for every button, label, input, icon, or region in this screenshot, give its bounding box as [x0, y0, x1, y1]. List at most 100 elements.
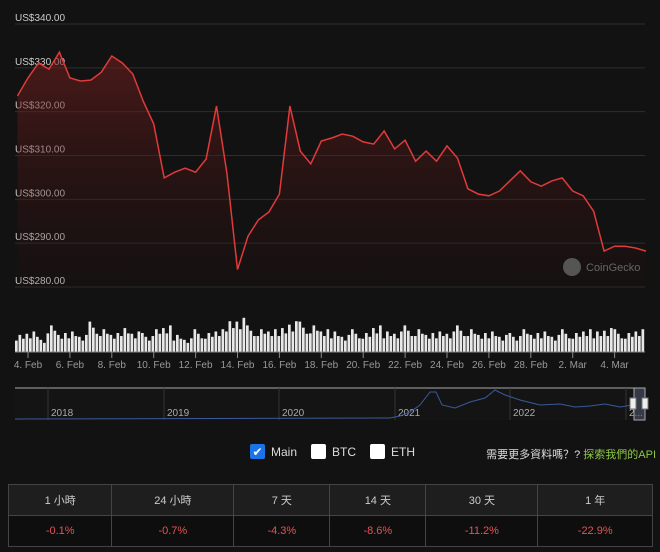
- volume-bar: [302, 327, 305, 352]
- volume-bar: [372, 328, 375, 352]
- volume-bar: [36, 336, 39, 352]
- volume-bar: [344, 340, 347, 352]
- volume-bar: [50, 325, 53, 352]
- x-tick-label: 22. Feb: [388, 360, 422, 371]
- volume-bar: [323, 336, 326, 352]
- volume-bar: [389, 336, 393, 352]
- volume-bar: [106, 333, 109, 352]
- volume-bar: [620, 338, 624, 352]
- x-tick-label: 8. Feb: [98, 360, 127, 371]
- volume-bar: [470, 329, 473, 352]
- volume-bar: [361, 338, 365, 352]
- volume-bar: [354, 333, 358, 352]
- header-1y: 1 年: [537, 484, 653, 516]
- eth-checkbox[interactable]: ETH: [370, 444, 415, 459]
- btc-label: BTC: [332, 444, 357, 459]
- volume-bar: [326, 329, 330, 352]
- volume-bar: [218, 336, 221, 352]
- volume-bar: [172, 340, 176, 352]
- api-prompt: 需要更多資料嗎？?: [486, 449, 581, 461]
- volume-bar: [64, 333, 67, 352]
- volume-bar: [515, 340, 519, 352]
- volume-bar: [592, 338, 596, 352]
- volume-bar: [162, 328, 165, 352]
- header-1h: 1 小時: [7, 484, 113, 516]
- volume-bar: [505, 334, 508, 352]
- volume-bar: [134, 338, 137, 352]
- volume-bar: [186, 342, 190, 352]
- change-24h: -0.7%: [111, 515, 235, 547]
- api-link[interactable]: 探索我們的API: [583, 449, 656, 461]
- volume-bar: [382, 338, 386, 352]
- volume-bar: [316, 330, 319, 352]
- volume-bar: [319, 331, 323, 352]
- volume-bar: [543, 331, 547, 352]
- volume-bar: [610, 328, 613, 352]
- volume-bar: [71, 331, 74, 352]
- x-tick-label: 2. Mar: [559, 360, 588, 371]
- volume-bar: [274, 329, 277, 352]
- volume-bar: [85, 334, 88, 352]
- navigator-year-label: 2021: [398, 408, 421, 419]
- btc-checkbox[interactable]: BTC: [311, 444, 356, 459]
- volume-bar: [207, 333, 211, 352]
- main-label: Main: [271, 444, 298, 459]
- volume-bar: [74, 336, 78, 352]
- x-tick-label: 12. Feb: [179, 360, 213, 371]
- volume-bar: [631, 336, 634, 352]
- volume-bar: [113, 338, 116, 352]
- volume-bar: [214, 331, 218, 352]
- volume-bar: [25, 333, 29, 352]
- coingecko-watermark: CoinGecko: [563, 258, 640, 276]
- volume-bar: [256, 336, 260, 352]
- volume-bar: [557, 334, 561, 352]
- volume-bar: [43, 342, 46, 352]
- volume-bar: [204, 338, 207, 352]
- volume-bar: [445, 333, 449, 352]
- volume-bar: [46, 333, 50, 352]
- volume-bar: [375, 333, 379, 352]
- volume-bar: [379, 325, 382, 352]
- change-30d: -11.2%: [425, 515, 539, 547]
- change-7d: -4.3%: [233, 515, 331, 547]
- volume-bar: [564, 333, 568, 352]
- volume-bar: [193, 329, 197, 352]
- volume-bar: [81, 340, 85, 352]
- volume-bar: [330, 338, 333, 352]
- volume-bar: [554, 340, 557, 352]
- navigator-year-label: 2019: [167, 408, 190, 419]
- volume-bar: [158, 333, 162, 352]
- volume-bar: [239, 329, 242, 352]
- volume-bar: [309, 333, 312, 352]
- change-1y: -22.9%: [537, 515, 653, 547]
- volume-bar: [281, 328, 284, 352]
- volume-bar: [414, 336, 417, 352]
- range-navigator[interactable]: [15, 388, 645, 420]
- volume-bar: [53, 330, 57, 352]
- volume-bar: [410, 336, 414, 352]
- volume-bar: [585, 336, 589, 352]
- volume-bar: [522, 329, 526, 352]
- volume-bar: [340, 336, 344, 352]
- main-checkbox[interactable]: ✔ Main: [250, 444, 297, 459]
- price-chart[interactable]: US$340.00US$330.00US$320.00US$310.00US$3…: [0, 0, 660, 430]
- x-tick-label: 16. Feb: [262, 360, 296, 371]
- volume-bar: [197, 333, 200, 352]
- navigator-right-handle[interactable]: [641, 397, 649, 410]
- change-1h: -0.1%: [7, 515, 113, 547]
- x-tick-label: 4. Mar: [600, 360, 629, 371]
- header-14d: 14 天: [329, 484, 427, 516]
- volume-bar: [102, 329, 106, 352]
- navigator-left-handle[interactable]: [629, 397, 637, 410]
- change-14d: -8.6%: [329, 515, 427, 547]
- volume-bar: [452, 331, 456, 352]
- volume-bar: [624, 338, 627, 352]
- volume-bar: [617, 333, 620, 352]
- volume-bar: [169, 325, 172, 352]
- price-change-table: 1 小時 24 小時 7 天 14 天 30 天 1 年 -0.1% -0.7%…: [7, 484, 653, 547]
- volume-bar: [501, 340, 505, 352]
- volume-bar: [351, 329, 354, 352]
- volume-bar: [18, 334, 22, 352]
- volume-bar: [578, 336, 582, 352]
- volume-bar: [536, 333, 540, 352]
